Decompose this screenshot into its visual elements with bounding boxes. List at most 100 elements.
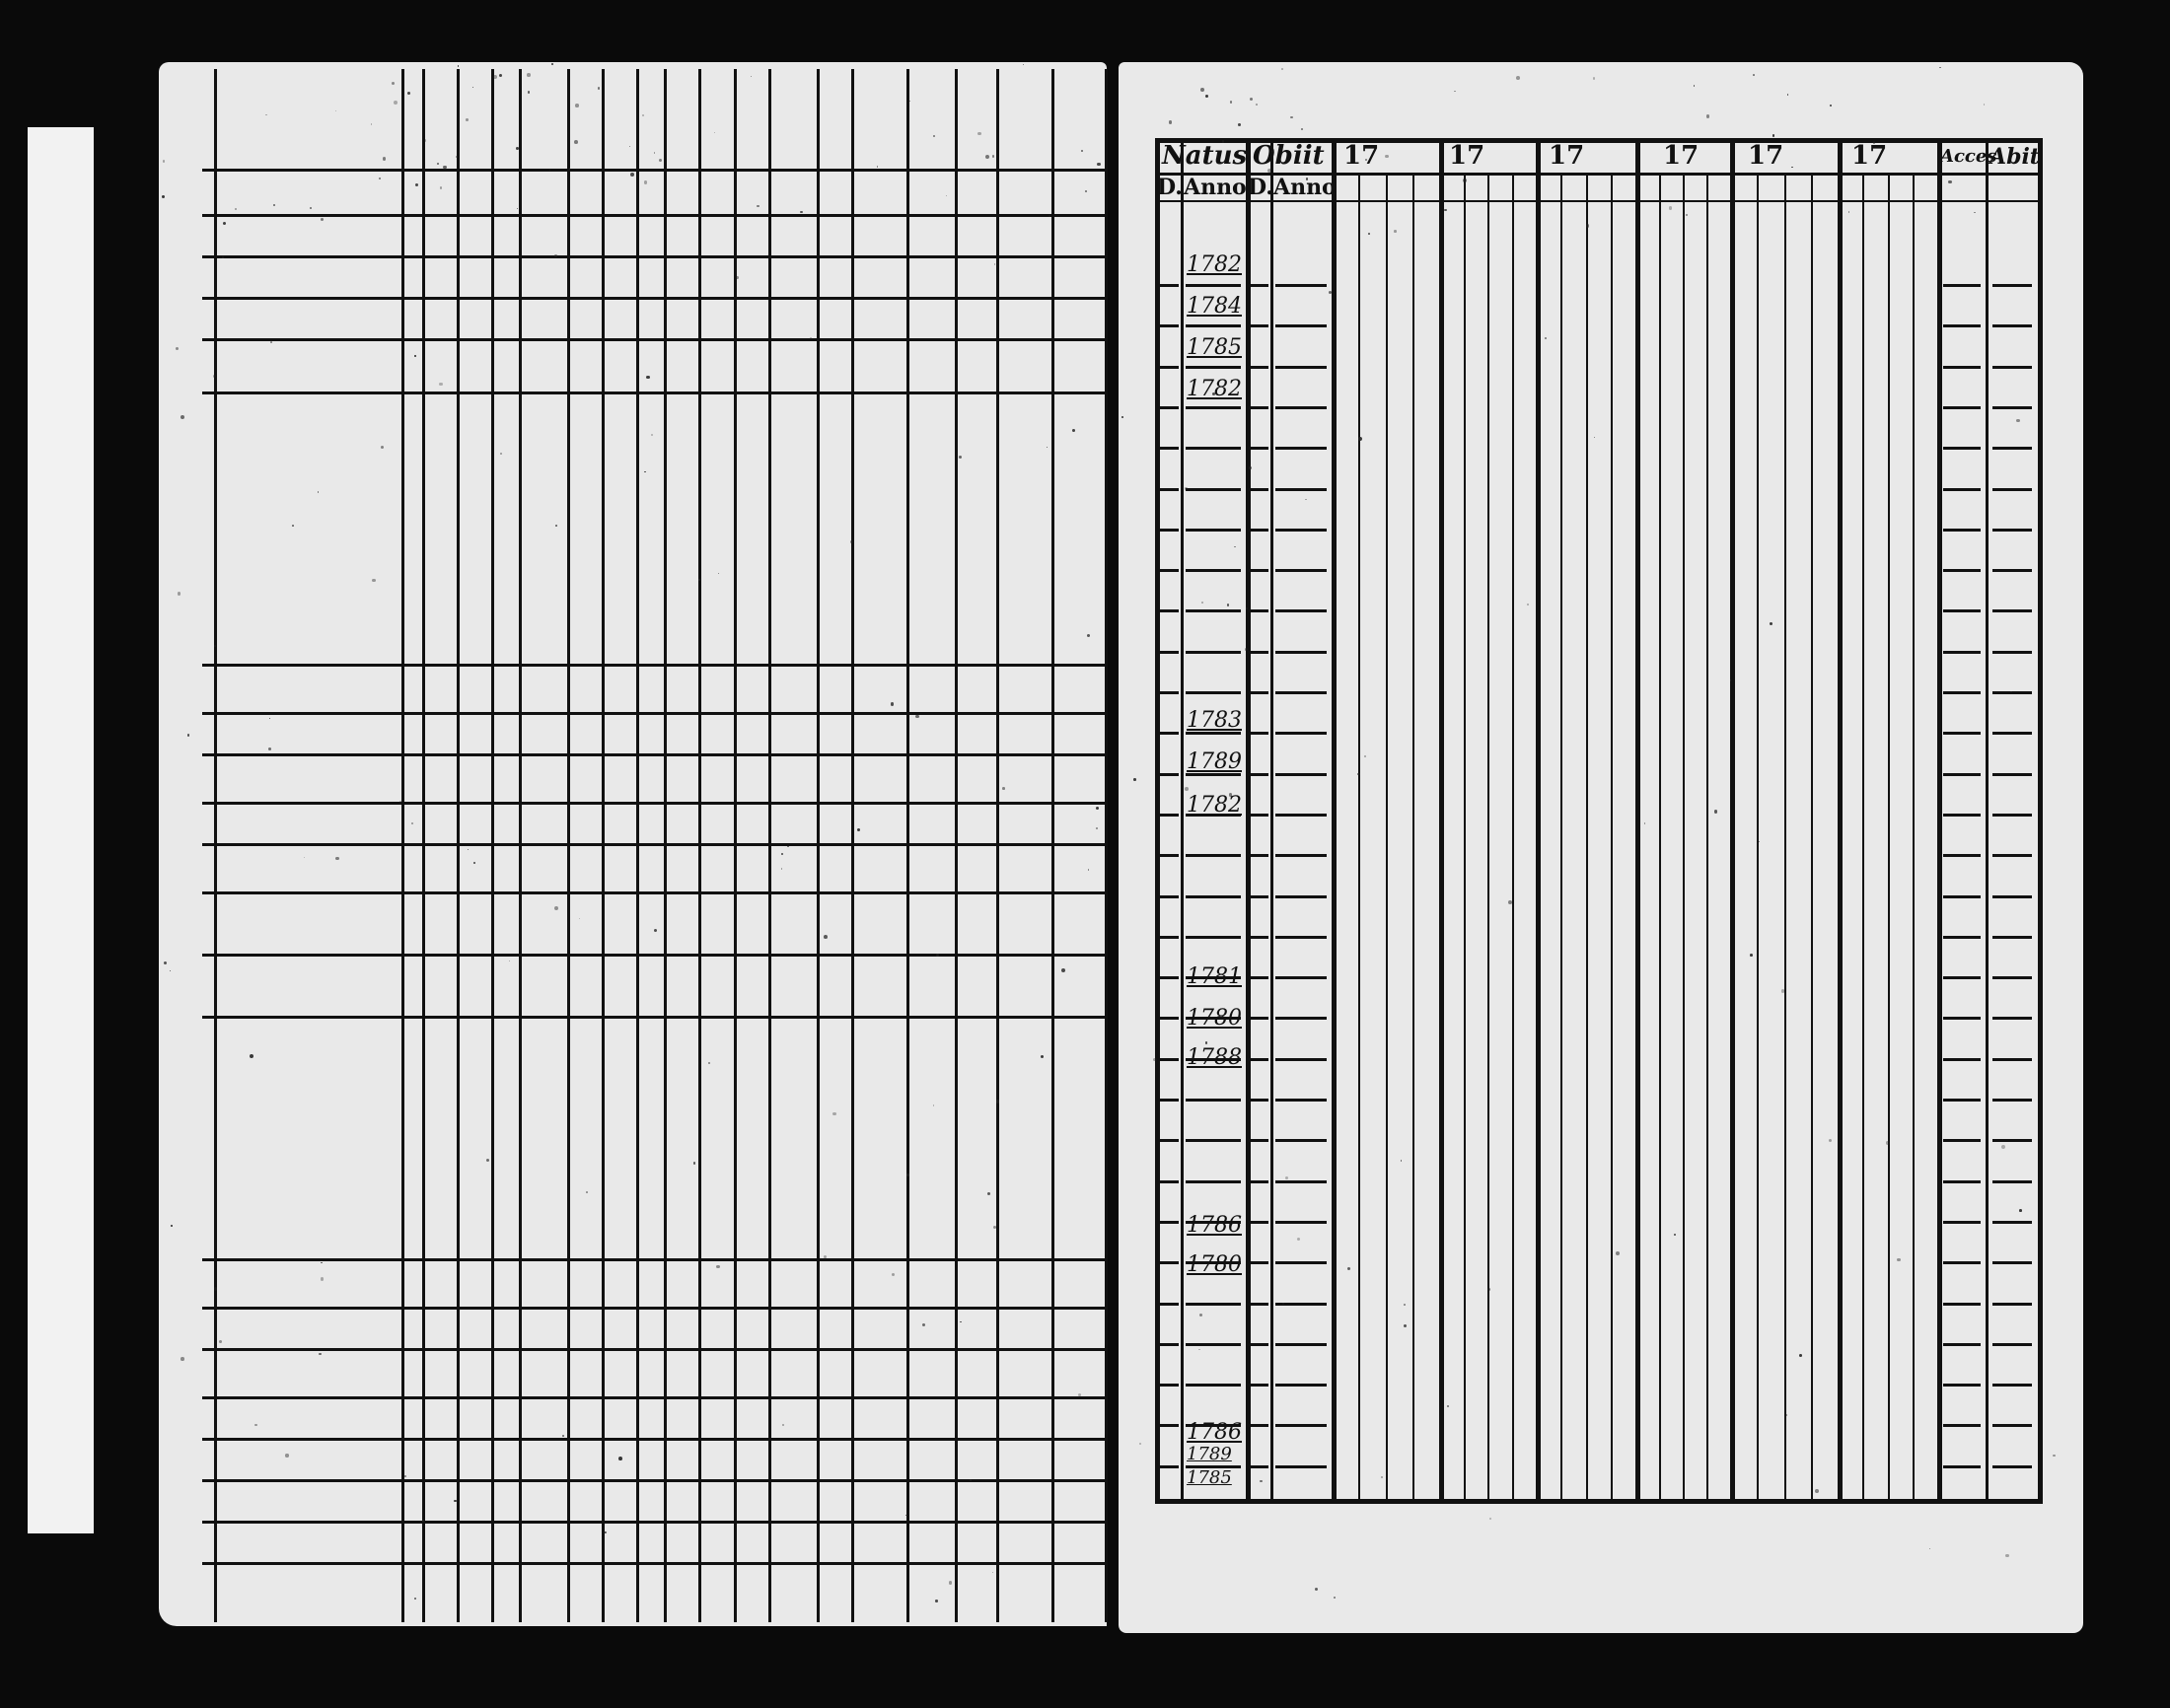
paper-speck [335, 109, 337, 111]
paper-speck [1886, 1141, 1890, 1145]
row-rule [1186, 1424, 1241, 1427]
row-rule [1159, 609, 1179, 612]
row-rule [1251, 488, 1268, 491]
paper-speck [1364, 159, 1367, 162]
subheader-obiit-day: D. [1248, 175, 1273, 200]
row-rule [1943, 1139, 1981, 1142]
paper-speck [268, 717, 271, 720]
paper-speck [1758, 840, 1761, 843]
row-rule [1159, 732, 1179, 735]
paper-speck [2005, 1554, 2009, 1558]
row-rule [1275, 814, 1327, 817]
row-rule [1275, 1058, 1327, 1061]
paper-speck [1784, 1413, 1787, 1416]
ruling-line [202, 391, 1105, 394]
row-rule [1159, 1017, 1179, 1020]
birth-year-entry: 1789 [1187, 749, 1242, 774]
paper-speck [181, 1357, 184, 1361]
paper-speck [549, 169, 551, 172]
row-rule [1943, 609, 1981, 612]
paper-speck [1939, 66, 1941, 68]
paper-speck [1229, 101, 1233, 104]
paper-speck [1385, 154, 1389, 159]
row-rule [1251, 609, 1268, 612]
row-rule [1992, 691, 2032, 694]
row-rule [1275, 569, 1327, 572]
row-rule [1186, 1058, 1241, 1061]
paper-speck [1290, 116, 1293, 119]
paper-speck [849, 539, 853, 543]
birth-year-entry: 1784 [1187, 294, 1242, 319]
paper-speck [1184, 787, 1189, 792]
paper-speck [1346, 1266, 1350, 1270]
paper-speck [1948, 179, 1953, 184]
paper-speck [1200, 88, 1204, 92]
row-rule [1943, 1343, 1981, 1346]
paper-speck [516, 147, 520, 151]
ruling-line [202, 802, 1105, 805]
paper-speck [471, 86, 474, 89]
birth-year-entry: 1789 [1187, 1444, 1232, 1464]
paper-speck [554, 254, 557, 257]
row-rule [1992, 1424, 2032, 1427]
paper-speck [161, 194, 166, 199]
paper-speck [1769, 621, 1772, 625]
paper-speck [604, 1530, 607, 1534]
table-border [2038, 138, 2043, 1504]
paper-speck [736, 276, 740, 280]
ruling-line [202, 954, 1105, 957]
paper-speck [1221, 140, 1225, 143]
paper-speck [935, 953, 940, 958]
row-rule [1186, 976, 1241, 979]
paper-speck [1086, 634, 1090, 638]
row-rule [1159, 773, 1179, 776]
subcolumn-line [1757, 176, 1759, 1499]
paper-speck [1463, 178, 1468, 183]
subcolumn-line [1913, 176, 1915, 1499]
row-rule [1992, 1465, 2032, 1468]
paper-speck [334, 856, 339, 861]
row-rule [1992, 1384, 2032, 1387]
paper-speck [1592, 76, 1596, 80]
row-rule [1186, 1180, 1241, 1183]
subcolumn-line [1862, 176, 1864, 1499]
paper-speck [643, 180, 648, 184]
row-rule [1251, 1465, 1268, 1468]
paper-speck [1693, 84, 1696, 87]
header-rule [1155, 173, 2038, 176]
row-rule [1186, 569, 1241, 572]
paper-speck [1454, 90, 1456, 93]
paper-speck [1204, 94, 1209, 99]
paper-speck [1138, 1443, 1141, 1446]
paper-speck [250, 1054, 254, 1059]
row-rule [1251, 854, 1268, 857]
row-rule [1186, 854, 1241, 857]
row-rule [1159, 569, 1179, 572]
birth-year-entry: 1788 [1187, 1045, 1242, 1070]
paper-speck [1400, 1160, 1403, 1162]
column-line [1838, 138, 1843, 1499]
row-rule [1251, 569, 1268, 572]
paper-speck [716, 1264, 720, 1269]
row-rule [1943, 1180, 1981, 1183]
paper-speck [317, 491, 320, 493]
paper-speck [756, 204, 760, 208]
ruling-line [202, 214, 1105, 217]
paper-speck [1095, 807, 1100, 811]
paper-speck [1412, 205, 1415, 207]
row-rule [1251, 284, 1268, 287]
row-rule [1186, 1017, 1241, 1020]
paper-speck [1077, 1393, 1081, 1397]
row-rule [1275, 284, 1327, 287]
paper-speck [403, 1475, 406, 1478]
ruling-line [202, 1016, 1105, 1019]
subcolumn-line [1706, 176, 1708, 1499]
row-rule [1186, 651, 1241, 654]
row-rule [1186, 324, 1241, 327]
paper-speck [995, 1099, 1000, 1103]
row-rule [1992, 976, 2032, 979]
paper-speck [629, 146, 631, 148]
row-rule [1251, 1384, 1268, 1387]
header-year-group: 17 [1663, 141, 1700, 171]
row-rule [1943, 814, 1981, 817]
